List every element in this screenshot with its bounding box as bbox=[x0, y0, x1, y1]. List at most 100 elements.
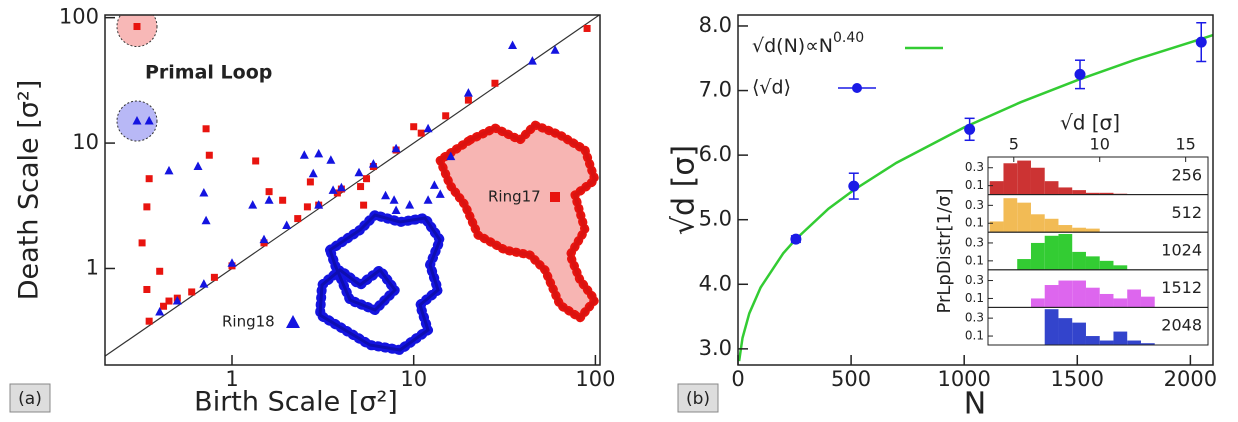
hist-bar bbox=[1085, 228, 1100, 233]
hist-bar bbox=[1030, 298, 1045, 308]
y-axis-label: Death Scale [σ²] bbox=[14, 80, 45, 300]
inset-panel-label: 256 bbox=[1171, 165, 1202, 184]
point bbox=[199, 187, 209, 197]
point bbox=[303, 203, 311, 211]
inset-y-tick-label: 0.3 bbox=[965, 160, 984, 174]
hist-bar bbox=[1140, 296, 1155, 308]
hist-bar bbox=[1140, 343, 1155, 345]
point bbox=[964, 123, 976, 135]
hist-bar bbox=[1099, 260, 1114, 270]
plot-frame bbox=[737, 14, 1214, 366]
point bbox=[264, 195, 274, 204]
point bbox=[314, 200, 324, 209]
hist-bar bbox=[989, 221, 1004, 233]
hist-bar bbox=[1044, 285, 1059, 308]
x-tick-label: 2000 bbox=[1164, 367, 1217, 391]
inset-y-tick-label: 0.1 bbox=[965, 253, 984, 267]
hist-bar bbox=[1072, 251, 1086, 270]
inset-y-tick-label: 0.3 bbox=[965, 311, 984, 325]
point bbox=[464, 96, 472, 104]
point bbox=[132, 115, 142, 125]
point bbox=[188, 288, 196, 296]
hist-bar bbox=[1085, 256, 1100, 270]
point bbox=[446, 151, 456, 161]
point bbox=[279, 196, 287, 204]
point bbox=[417, 129, 425, 137]
hist-bar bbox=[1044, 218, 1059, 233]
y-tick-label: 7.0 bbox=[699, 78, 732, 102]
plot-area bbox=[738, 21, 1213, 362]
point bbox=[155, 306, 165, 316]
x-axis-label: N bbox=[964, 387, 986, 422]
inset-x-tick-label: 10 bbox=[1090, 135, 1110, 154]
hist-bar bbox=[1099, 192, 1114, 195]
point bbox=[363, 175, 371, 183]
x-axis-label: Birth Scale [σ²] bbox=[194, 387, 398, 418]
point bbox=[381, 190, 391, 200]
highlight-circle bbox=[116, 15, 158, 48]
inset-y-tick-label: 0.1 bbox=[965, 291, 984, 305]
annotation: Primal Loop bbox=[145, 62, 272, 84]
y-tick-label: 100 bbox=[59, 5, 99, 29]
point bbox=[248, 200, 258, 209]
panel-a: Ring17 Ring18 Primal Loop 1 10 100 1 10 100 Birth… bbox=[9, 5, 615, 418]
point bbox=[201, 215, 211, 225]
legend-label: ⟨√d⟩ bbox=[752, 77, 791, 99]
point bbox=[848, 180, 860, 192]
hist-bar bbox=[1085, 192, 1100, 195]
point bbox=[133, 23, 141, 31]
point bbox=[333, 189, 341, 197]
panel-label-box bbox=[9, 383, 51, 413]
hist-bar bbox=[1113, 265, 1128, 270]
ring18-image bbox=[315, 210, 445, 355]
x-tick-label: 500 bbox=[831, 367, 871, 391]
x-tick-label: 100 bbox=[575, 367, 615, 391]
hist-bar bbox=[1099, 340, 1114, 345]
diagonal-line bbox=[105, 15, 600, 357]
hist-bar bbox=[1099, 293, 1114, 308]
point bbox=[583, 24, 591, 32]
legend-marker bbox=[852, 83, 862, 93]
hist-bar bbox=[1072, 190, 1086, 195]
point bbox=[508, 40, 518, 49]
hist-bar bbox=[1113, 331, 1128, 345]
point bbox=[227, 258, 237, 267]
hist-bar bbox=[1072, 322, 1086, 345]
point bbox=[389, 195, 399, 204]
plot-frame bbox=[104, 14, 601, 366]
inset-x-tick-label: 5 bbox=[1009, 135, 1019, 154]
hist-bar bbox=[1127, 289, 1141, 308]
hist-bar bbox=[1058, 225, 1073, 233]
legend-label: Ring17 bbox=[488, 188, 541, 206]
y-axis-label: √d [σ] bbox=[667, 145, 702, 235]
panel-label: (a) bbox=[18, 389, 42, 409]
point bbox=[357, 183, 365, 191]
legend-label-main: √d(N)∝N bbox=[752, 35, 833, 57]
point bbox=[326, 155, 336, 164]
hist-bar bbox=[1058, 280, 1073, 308]
x-tick-label: 1500 bbox=[1051, 367, 1104, 391]
point bbox=[423, 195, 433, 204]
hist-bar bbox=[1044, 181, 1059, 195]
inset-y-tick-label: 0.3 bbox=[965, 273, 984, 287]
point bbox=[463, 88, 473, 97]
hist-bar bbox=[1072, 227, 1086, 233]
point bbox=[790, 233, 802, 245]
hist-bar bbox=[1058, 187, 1073, 195]
point bbox=[336, 182, 346, 192]
point bbox=[210, 273, 218, 281]
hist-bar bbox=[1058, 233, 1073, 270]
point bbox=[143, 203, 151, 211]
point bbox=[156, 267, 164, 275]
point bbox=[199, 279, 209, 288]
plot-area bbox=[105, 15, 600, 357]
inset-y-tick-label: 0.1 bbox=[965, 329, 984, 343]
hist-bar bbox=[1085, 336, 1100, 345]
point bbox=[354, 167, 364, 177]
hist-bar bbox=[1044, 235, 1059, 270]
point bbox=[259, 234, 269, 244]
point bbox=[282, 220, 292, 230]
x-tick-label: 10 bbox=[400, 367, 427, 391]
inset-y-tick-label: 0.1 bbox=[965, 178, 984, 192]
hist-bar bbox=[1085, 287, 1100, 308]
